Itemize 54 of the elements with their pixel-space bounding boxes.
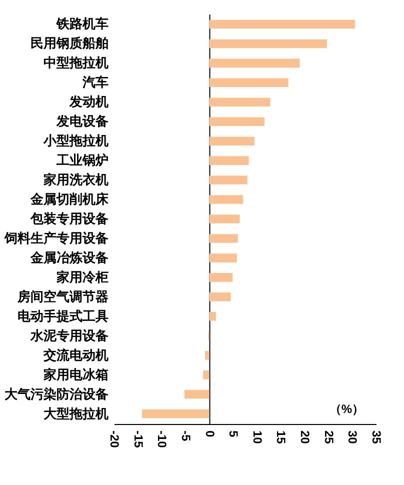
x-tick-label: 35 bbox=[370, 430, 384, 444]
bar bbox=[209, 234, 238, 243]
y-tick-label: 民用钢质船舶 bbox=[30, 36, 108, 51]
y-tick-label: 包装专用设备 bbox=[30, 211, 108, 226]
y-tick-label: 中型拖拉机 bbox=[44, 55, 108, 70]
y-tick-label: 金属冶炼设备 bbox=[30, 250, 108, 265]
annotation: （%） bbox=[329, 402, 364, 416]
bar bbox=[209, 136, 255, 146]
bar bbox=[209, 176, 248, 184]
y-tick-label: 电动手提式工具 bbox=[18, 308, 108, 324]
y-tick-label: 小型拖拉机 bbox=[42, 133, 108, 148]
bar bbox=[204, 350, 210, 360]
x-tick-label: 25 bbox=[322, 430, 336, 444]
bar bbox=[203, 370, 210, 380]
y-tick-label: 汽车 bbox=[82, 74, 108, 90]
bar bbox=[209, 58, 300, 68]
bar bbox=[209, 312, 216, 321]
bar bbox=[209, 156, 249, 165]
bar bbox=[142, 409, 210, 418]
y-tick-label: 工业锅炉 bbox=[56, 152, 108, 168]
x-tick-label: 10 bbox=[250, 430, 264, 444]
bar bbox=[209, 292, 231, 302]
bar bbox=[209, 117, 265, 126]
x-tick-label: -15 bbox=[131, 430, 146, 448]
x-tick-label: -5 bbox=[178, 430, 193, 442]
x-tick-label: 30 bbox=[346, 430, 360, 444]
y-tick-label: 交流电动机 bbox=[42, 347, 108, 362]
y-tick-label: 水泥专用设备 bbox=[30, 328, 108, 343]
bar bbox=[209, 195, 244, 204]
y-tick-label: 房间空气调节器 bbox=[16, 288, 108, 304]
bar bbox=[209, 214, 240, 224]
x-tick-label: 15 bbox=[274, 430, 288, 444]
x-tick-label: -10 bbox=[155, 430, 170, 448]
bar bbox=[209, 78, 288, 88]
x-tick-label: 20 bbox=[298, 430, 312, 444]
y-tick-label: 家用洗衣机 bbox=[42, 172, 108, 188]
y-tick-label: 家用电冰箱 bbox=[42, 366, 108, 382]
y-tick-label: 发动机 bbox=[68, 94, 108, 110]
bar bbox=[209, 39, 327, 48]
y-tick-label: 发电设备 bbox=[56, 114, 108, 129]
bar bbox=[209, 20, 356, 29]
y-tick-label: 金属切削机床 bbox=[30, 192, 110, 207]
y-tick-label: 铁路机车 bbox=[56, 16, 108, 32]
x-tick-label: -20 bbox=[108, 430, 122, 448]
x-tick-label: 0 bbox=[202, 430, 217, 438]
bar bbox=[209, 254, 237, 262]
bar bbox=[184, 390, 210, 399]
bar bbox=[209, 273, 233, 282]
x-tick-label: 5 bbox=[226, 430, 241, 438]
y-tick-label: 大气污染防治设备 bbox=[4, 386, 108, 402]
bar bbox=[209, 98, 270, 107]
y-tick-label: 家用冷柜 bbox=[56, 269, 108, 284]
y-tick-label: 饲料生产专用设备 bbox=[4, 230, 108, 246]
y-tick-label: 大型拖拉机 bbox=[44, 406, 108, 421]
